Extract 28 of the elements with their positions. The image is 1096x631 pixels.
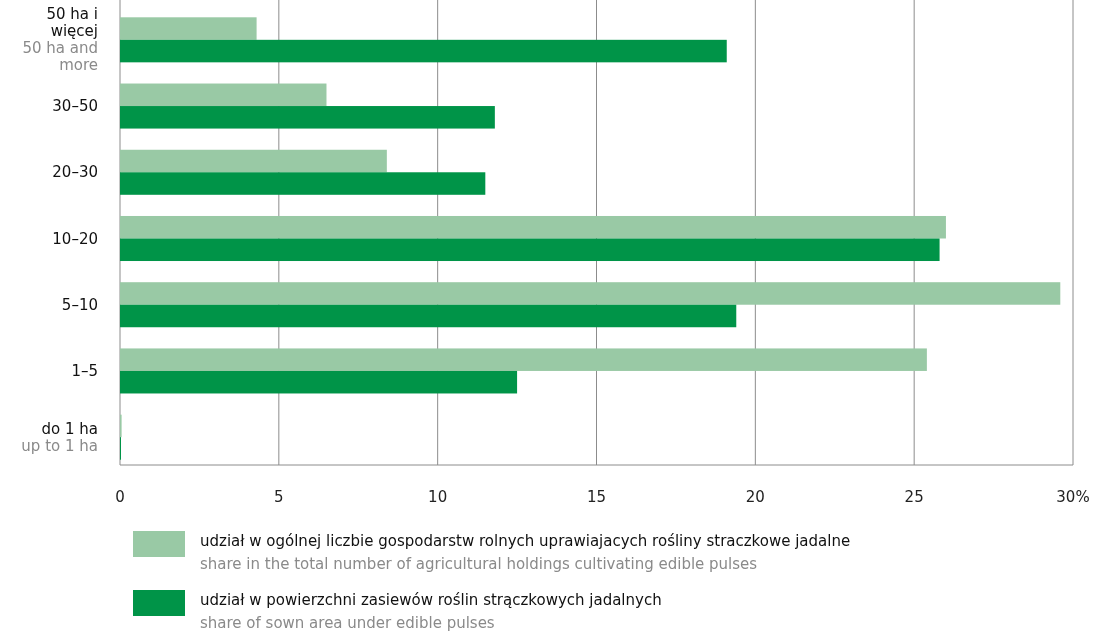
bar	[120, 149, 387, 173]
bar	[120, 106, 495, 129]
x-tick-label: 5	[274, 488, 284, 506]
bar	[120, 39, 727, 63]
bar	[120, 215, 946, 239]
bar	[120, 238, 940, 262]
x-tick-label: 25	[904, 488, 924, 506]
bar	[120, 348, 927, 371]
y-tick-label: 10–20	[52, 229, 98, 248]
bar	[120, 370, 518, 394]
y-tick-label: 50 ha i więcej 50 ha and more	[22, 5, 98, 75]
legend-label: udział w ogólnej liczbie gospodarstw rolnych uprawiajacych rośliny straczkowe jadalne share in the total number of agricultural holdings cultivating edible pulses	[200, 532, 851, 573]
x-tick-label: 30%	[1056, 488, 1090, 506]
bar	[120, 172, 486, 195]
y-tick-label: 1–5	[71, 361, 98, 380]
bar	[120, 282, 1061, 305]
y-tick-label: 30–50	[52, 97, 98, 116]
y-tick-label: 5–10	[61, 295, 98, 314]
legend-label: udział w powierzchni zasiewów roślin strączkowych jadalnych share of sown area under edible pulses	[200, 591, 662, 631]
y-tick-label: 20–30	[52, 163, 98, 182]
x-tick-label: 15	[586, 488, 607, 506]
x-tick-label: 20	[745, 488, 765, 506]
x-tick-label: 10	[428, 488, 448, 506]
y-tick-label: do 1 ha up to 1 ha	[21, 419, 98, 455]
bar	[120, 304, 737, 328]
x-tick-label: 0	[115, 488, 125, 506]
bar	[120, 17, 257, 40]
bar	[120, 83, 327, 107]
